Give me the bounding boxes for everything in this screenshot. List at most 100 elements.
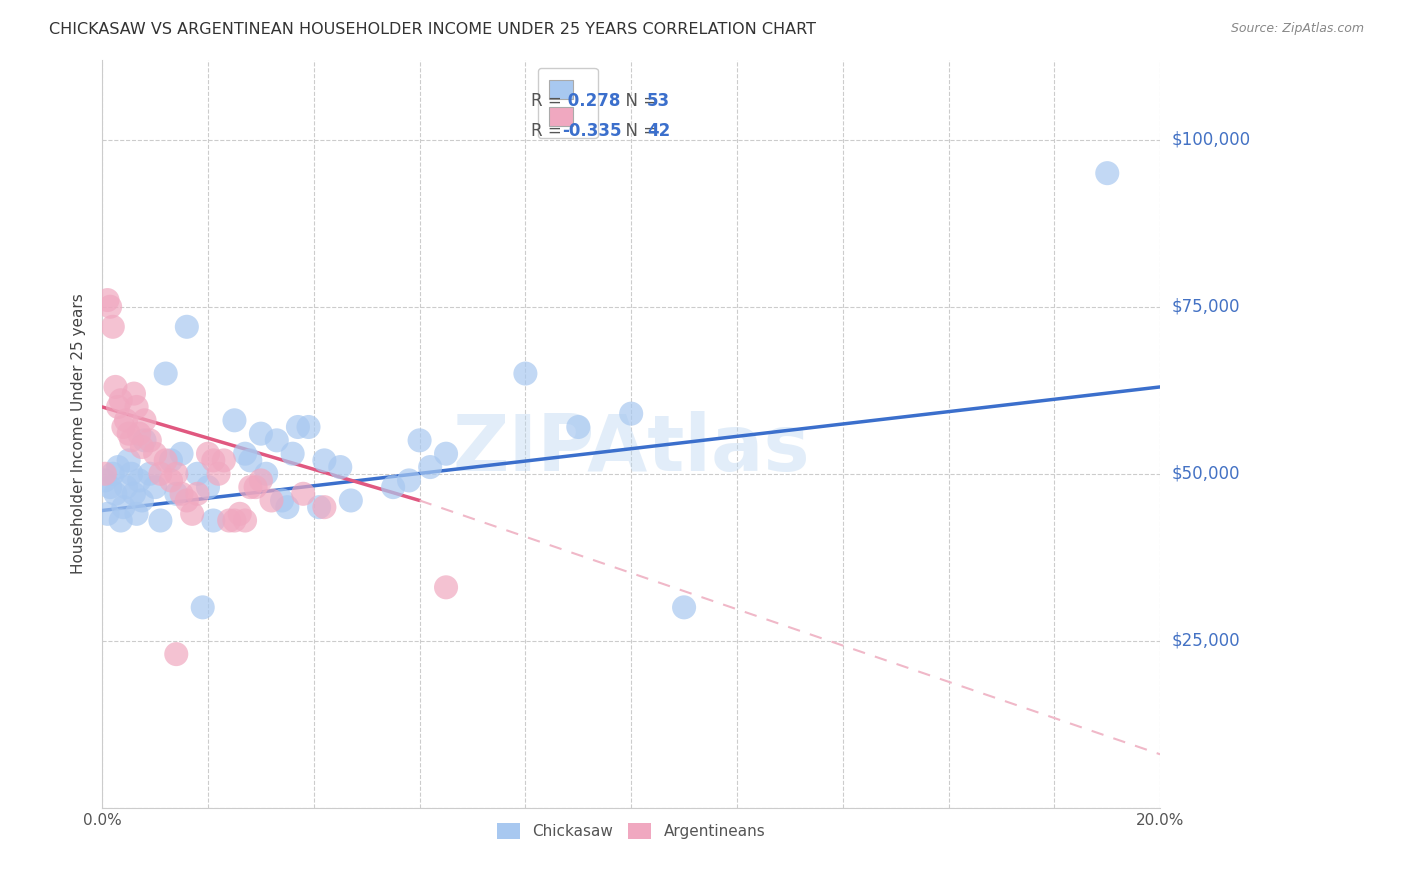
- Point: [297, 420, 319, 434]
- Point: [118, 453, 141, 467]
- Point: [224, 514, 246, 528]
- Point: [434, 447, 457, 461]
- Point: [176, 319, 198, 334]
- Point: [118, 426, 141, 441]
- Point: [250, 474, 273, 488]
- Point: [314, 453, 336, 467]
- Point: [107, 460, 129, 475]
- Point: [176, 493, 198, 508]
- Text: $100,000: $100,000: [1171, 131, 1250, 149]
- Text: CHICKASAW VS ARGENTINEAN HOUSEHOLDER INCOME UNDER 25 YEARS CORRELATION CHART: CHICKASAW VS ARGENTINEAN HOUSEHOLDER INC…: [49, 22, 817, 37]
- Point: [149, 467, 172, 481]
- Text: 53: 53: [647, 92, 671, 110]
- Point: [1097, 166, 1119, 180]
- Text: N =: N =: [616, 92, 662, 110]
- Point: [197, 480, 219, 494]
- Point: [314, 500, 336, 515]
- Point: [131, 493, 153, 508]
- Point: [170, 487, 193, 501]
- Point: [122, 487, 145, 501]
- Point: [254, 467, 277, 481]
- Point: [107, 400, 129, 414]
- Point: [131, 440, 153, 454]
- Point: [207, 467, 229, 481]
- Point: [224, 413, 246, 427]
- Point: [239, 480, 262, 494]
- Point: [434, 580, 457, 594]
- Point: [120, 434, 142, 448]
- Point: [115, 480, 138, 494]
- Point: [186, 487, 208, 501]
- Point: [239, 453, 262, 467]
- Point: [419, 460, 441, 475]
- Point: [128, 474, 150, 488]
- Point: [281, 447, 304, 461]
- Point: [292, 487, 315, 501]
- Point: [308, 500, 330, 515]
- Point: [112, 500, 135, 515]
- Point: [134, 434, 156, 448]
- Point: [139, 467, 162, 481]
- Point: [112, 420, 135, 434]
- Point: [101, 467, 124, 481]
- Point: [110, 514, 132, 528]
- Point: [125, 400, 148, 414]
- Point: [134, 413, 156, 427]
- Point: [181, 507, 204, 521]
- Text: ZIPAtlas: ZIPAtlas: [453, 410, 810, 487]
- Point: [122, 386, 145, 401]
- Text: $25,000: $25,000: [1171, 632, 1240, 649]
- Point: [276, 500, 298, 515]
- Point: [398, 474, 420, 488]
- Point: [197, 447, 219, 461]
- Point: [271, 493, 294, 508]
- Text: Source: ZipAtlas.com: Source: ZipAtlas.com: [1230, 22, 1364, 36]
- Point: [233, 514, 256, 528]
- Point: [202, 514, 225, 528]
- Point: [382, 480, 405, 494]
- Point: [245, 480, 267, 494]
- Point: [340, 493, 363, 508]
- Point: [567, 420, 589, 434]
- Point: [94, 467, 117, 481]
- Point: [155, 453, 177, 467]
- Point: [149, 514, 172, 528]
- Point: [170, 447, 193, 461]
- Point: [515, 367, 537, 381]
- Point: [96, 507, 118, 521]
- Point: [160, 474, 183, 488]
- Point: [186, 467, 208, 481]
- Point: [101, 319, 124, 334]
- Text: R =: R =: [530, 92, 567, 110]
- Legend: Chickasaw, Argentineans: Chickasaw, Argentineans: [491, 817, 772, 845]
- Point: [260, 493, 283, 508]
- Text: R =: R =: [530, 121, 567, 140]
- Point: [233, 447, 256, 461]
- Point: [212, 453, 235, 467]
- Y-axis label: Householder Income Under 25 years: Householder Income Under 25 years: [72, 293, 86, 574]
- Point: [98, 300, 121, 314]
- Text: 42: 42: [647, 121, 671, 140]
- Point: [110, 393, 132, 408]
- Point: [202, 453, 225, 467]
- Point: [143, 447, 166, 461]
- Point: [191, 600, 214, 615]
- Point: [266, 434, 288, 448]
- Point: [94, 474, 117, 488]
- Text: -0.335: -0.335: [562, 121, 621, 140]
- Point: [104, 380, 127, 394]
- Point: [673, 600, 696, 615]
- Point: [165, 487, 187, 501]
- Text: 0.278: 0.278: [562, 92, 621, 110]
- Point: [165, 467, 187, 481]
- Point: [287, 420, 309, 434]
- Point: [408, 434, 430, 448]
- Point: [218, 514, 240, 528]
- Point: [96, 293, 118, 307]
- Point: [229, 507, 252, 521]
- Point: [104, 487, 127, 501]
- Point: [98, 480, 121, 494]
- Point: [120, 467, 142, 481]
- Point: [165, 647, 187, 661]
- Text: $50,000: $50,000: [1171, 465, 1240, 483]
